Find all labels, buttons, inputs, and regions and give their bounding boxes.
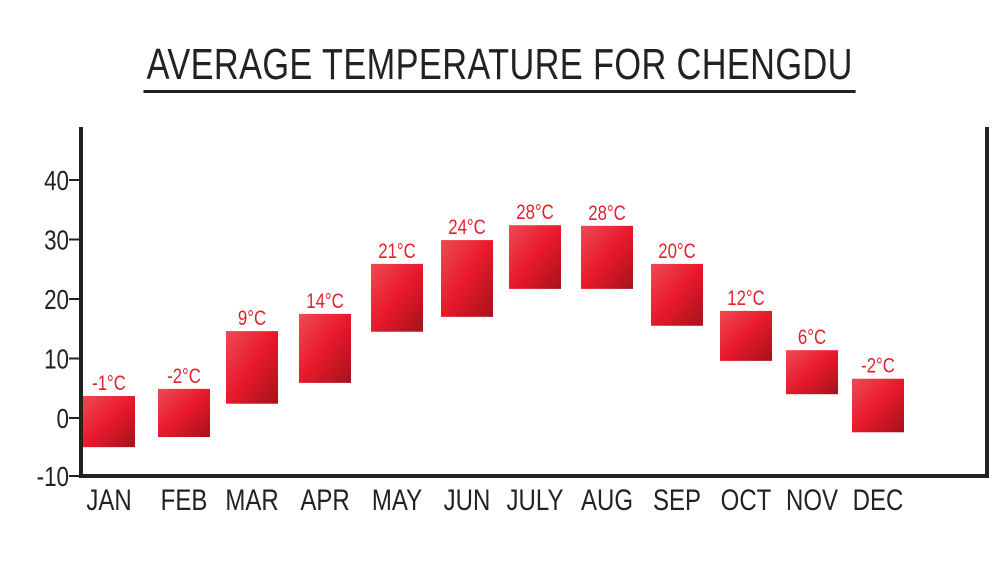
y-tick-label: 20 [44, 285, 69, 316]
y-tick-label: 0 [57, 404, 69, 435]
x-tick-label: DEC [853, 482, 904, 516]
bar-dec [852, 378, 904, 433]
y-tick-label: 30 [44, 225, 69, 256]
bar-aug [581, 225, 633, 289]
bar-nov [786, 350, 838, 395]
bar-jan [83, 395, 135, 448]
data-label: 28°C [516, 202, 554, 225]
x-tick-label: OCT [721, 482, 772, 516]
chart-title-text: AVERAGE TEMPERATURE FOR CHENGDU [143, 40, 857, 93]
x-tick-label: MAY [372, 482, 422, 516]
x-tick-label: NOV [786, 482, 838, 516]
bar-apr [299, 313, 351, 383]
bar-oct [720, 310, 772, 361]
y-tick-label: 10 [44, 344, 69, 375]
y-tick-label: 40 [44, 166, 69, 197]
chart-title: AVERAGE TEMPERATURE FOR CHENGDU [0, 40, 1000, 93]
x-tick-label: AUG [581, 482, 633, 516]
data-label: -2°C [861, 355, 895, 378]
data-label: 12°C [727, 287, 765, 310]
x-tick-label: JULY [507, 482, 564, 516]
data-label: 24°C [448, 216, 486, 239]
x-tick-label: SEP [653, 482, 701, 516]
data-label: 6°C [798, 327, 826, 350]
bar-feb [158, 388, 210, 438]
x-tick-label: FEB [161, 482, 208, 516]
data-label: 20°C [658, 240, 696, 263]
data-label: 21°C [378, 240, 416, 263]
x-tick-label: MAR [225, 482, 278, 516]
bar-sep [651, 263, 703, 326]
data-label: -2°C [167, 365, 201, 388]
data-label: 14°C [306, 290, 344, 313]
y-tick-label: -10 [37, 462, 69, 493]
x-tick-label: APR [300, 482, 349, 516]
bar-may [371, 263, 423, 332]
data-label: 9°C [238, 307, 266, 330]
x-tick-label: JUN [444, 482, 491, 516]
x-tick-label: JAN [86, 482, 131, 516]
bar-july [509, 225, 561, 289]
bar-mar [226, 331, 278, 404]
data-label: 28°C [588, 202, 626, 225]
bar-jun [441, 240, 493, 317]
data-label: -1°C [92, 372, 126, 395]
